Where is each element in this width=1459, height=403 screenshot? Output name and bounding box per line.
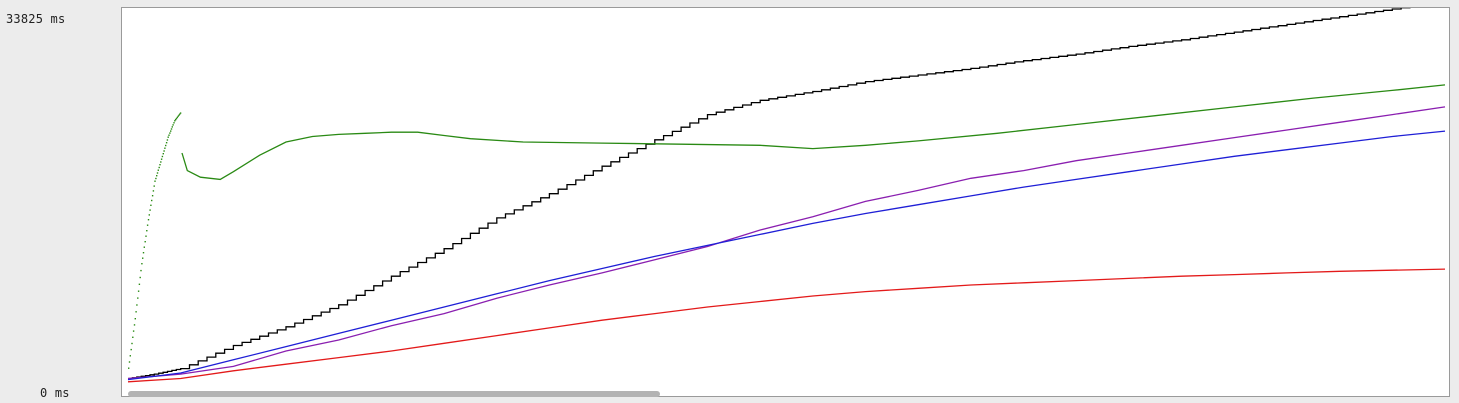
- series-2-dot: [143, 246, 145, 248]
- series-2-dot: [169, 132, 171, 134]
- series-2-dot: [177, 115, 179, 118]
- series-2-dot: [174, 120, 176, 122]
- series-2-dot: [155, 177, 157, 180]
- series-2-dot: [138, 283, 141, 285]
- horizontal-scrollbar[interactable]: [121, 389, 1450, 399]
- series-2-dot: [142, 252, 145, 254]
- series-2-dot: [152, 190, 155, 192]
- series-2-dot: [160, 158, 163, 160]
- series-2-dot: [165, 142, 168, 144]
- series-2-dot: [159, 164, 161, 166]
- series-5-line: [127, 268, 1446, 383]
- series-2-dot: [134, 318, 136, 320]
- series-2-dot: [147, 219, 150, 221]
- y-axis-max-label: 33825 ms: [6, 12, 66, 26]
- series-2-dot: [128, 361, 131, 363]
- series-2-dot: [176, 116, 178, 119]
- series-2-dot: [179, 112, 182, 114]
- series-2-dot: [164, 147, 166, 149]
- series-2-dot: [146, 224, 149, 226]
- series-2-dot: [132, 336, 134, 338]
- series-2-dot: [144, 241, 146, 243]
- series-2-dot: [158, 166, 160, 169]
- series-2-dot: [178, 114, 180, 116]
- series-2-dot: [146, 230, 148, 232]
- series-2-dot: [133, 324, 136, 326]
- series-2-dot: [156, 175, 158, 177]
- series-2-dot: [154, 180, 156, 182]
- series-2-dot: [130, 348, 132, 351]
- series-2-dot: [171, 126, 173, 128]
- series-2-dot: [167, 136, 169, 138]
- series-2-dot: [165, 144, 167, 147]
- series-2-dot: [132, 330, 135, 332]
- series-2-dot: [145, 235, 147, 237]
- series-2-dot: [151, 195, 154, 197]
- series-2-dot: [151, 199, 153, 202]
- series-2-dot: [128, 367, 130, 369]
- series-2-dot: [157, 169, 159, 171]
- series-2-dot: [139, 276, 141, 279]
- series-2-dot: [161, 155, 164, 158]
- series-2-dot: [170, 130, 172, 132]
- series-2-dot: [170, 128, 173, 130]
- series-2-dot: [150, 204, 152, 206]
- series-2-dot: [140, 269, 142, 272]
- series-2-dot: [137, 297, 139, 299]
- series-2-dot: [174, 119, 177, 121]
- series-2-dot: [135, 311, 137, 313]
- series-2-dot: [166, 139, 169, 141]
- scrollbar-thumb[interactable]: [128, 391, 660, 397]
- series-2-dot: [162, 153, 164, 155]
- series-2-dot: [153, 185, 155, 187]
- plot-area: [121, 7, 1450, 397]
- series-2-dot: [172, 124, 174, 126]
- series-1-line: [128, 8, 1411, 380]
- series-2-dot: [148, 214, 150, 216]
- series-2-dot: [156, 172, 159, 174]
- series-2-dot: [163, 150, 165, 152]
- series-2-dot: [131, 342, 133, 345]
- series-2-dot: [179, 113, 181, 115]
- series-2-dot: [141, 263, 143, 265]
- series-2-line: [181, 84, 1446, 181]
- series-3-line: [127, 106, 1446, 380]
- series-4-line: [127, 130, 1446, 381]
- line-chart-svg: [127, 8, 1446, 383]
- series-2-dot: [175, 117, 178, 120]
- series-2-dot: [160, 161, 162, 163]
- series-2-dot: [142, 257, 144, 259]
- series-2-dot: [149, 209, 151, 211]
- series-2-dot: [137, 290, 140, 292]
- series-2-dot: [168, 134, 170, 136]
- series-2-dot: [173, 122, 175, 124]
- series-2-dot: [129, 355, 131, 357]
- series-2-dot: [136, 304, 138, 306]
- y-axis-min-label: 0 ms: [40, 386, 70, 400]
